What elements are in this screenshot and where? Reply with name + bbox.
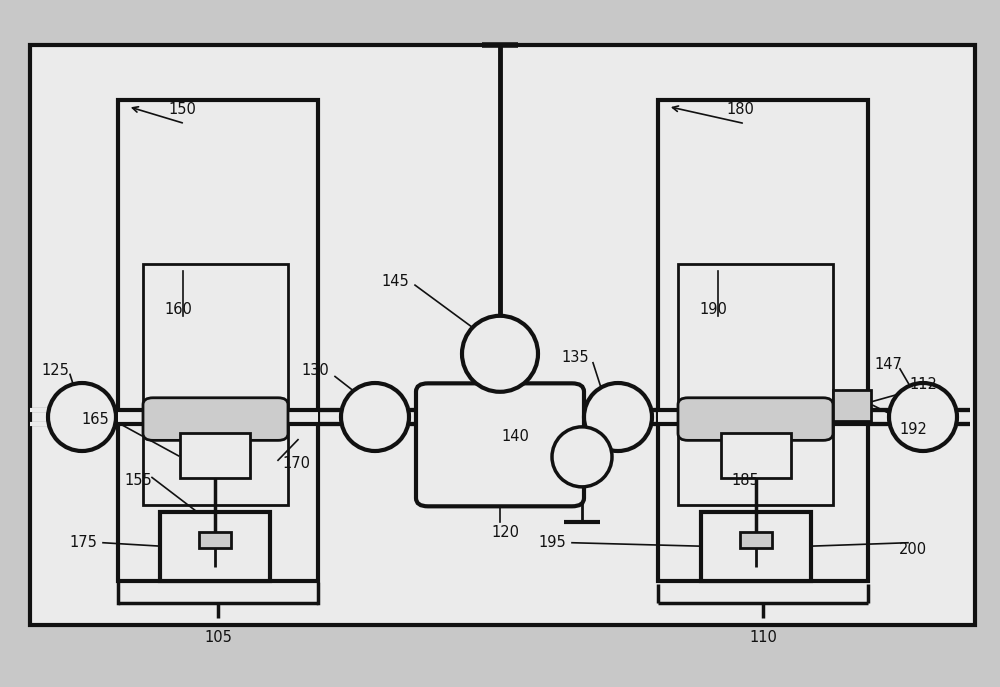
Text: 170: 170 <box>282 456 310 471</box>
Bar <box>30 45 975 625</box>
FancyBboxPatch shape <box>678 398 833 440</box>
Text: 155: 155 <box>124 473 152 488</box>
Bar <box>199 532 231 548</box>
Bar <box>143 264 288 505</box>
Ellipse shape <box>462 316 538 392</box>
Ellipse shape <box>341 383 409 451</box>
Text: 135: 135 <box>561 350 589 365</box>
Text: 147: 147 <box>874 357 902 372</box>
Text: 140: 140 <box>501 429 529 444</box>
Text: 195: 195 <box>538 535 566 550</box>
Text: 192: 192 <box>899 422 927 437</box>
Ellipse shape <box>584 383 652 451</box>
Ellipse shape <box>889 383 957 451</box>
Text: 200: 200 <box>899 542 927 557</box>
Text: 165: 165 <box>81 412 109 427</box>
Ellipse shape <box>48 383 116 451</box>
Bar <box>428 409 572 425</box>
Bar <box>678 264 833 505</box>
Text: 180: 180 <box>726 102 754 117</box>
FancyBboxPatch shape <box>416 383 584 506</box>
Bar <box>160 512 270 581</box>
Text: 110: 110 <box>749 630 777 645</box>
Text: 175: 175 <box>69 535 97 550</box>
Text: 190: 190 <box>699 302 727 317</box>
Bar <box>700 512 810 581</box>
Text: 185: 185 <box>732 473 759 488</box>
Bar <box>720 433 790 478</box>
Bar <box>740 532 772 548</box>
Bar <box>180 433 250 478</box>
Bar <box>118 100 318 581</box>
Text: 130: 130 <box>301 363 329 379</box>
Text: 120: 120 <box>491 525 519 540</box>
Text: 112: 112 <box>909 377 937 392</box>
Bar <box>658 100 868 581</box>
Text: 145: 145 <box>381 274 409 289</box>
Bar <box>118 409 318 425</box>
Text: 160: 160 <box>164 302 192 317</box>
Bar <box>658 409 868 425</box>
Bar <box>833 390 871 420</box>
Text: 125: 125 <box>41 363 69 379</box>
FancyBboxPatch shape <box>143 398 288 440</box>
Text: 150: 150 <box>168 102 196 117</box>
Ellipse shape <box>552 427 612 487</box>
Text: 105: 105 <box>204 630 232 645</box>
